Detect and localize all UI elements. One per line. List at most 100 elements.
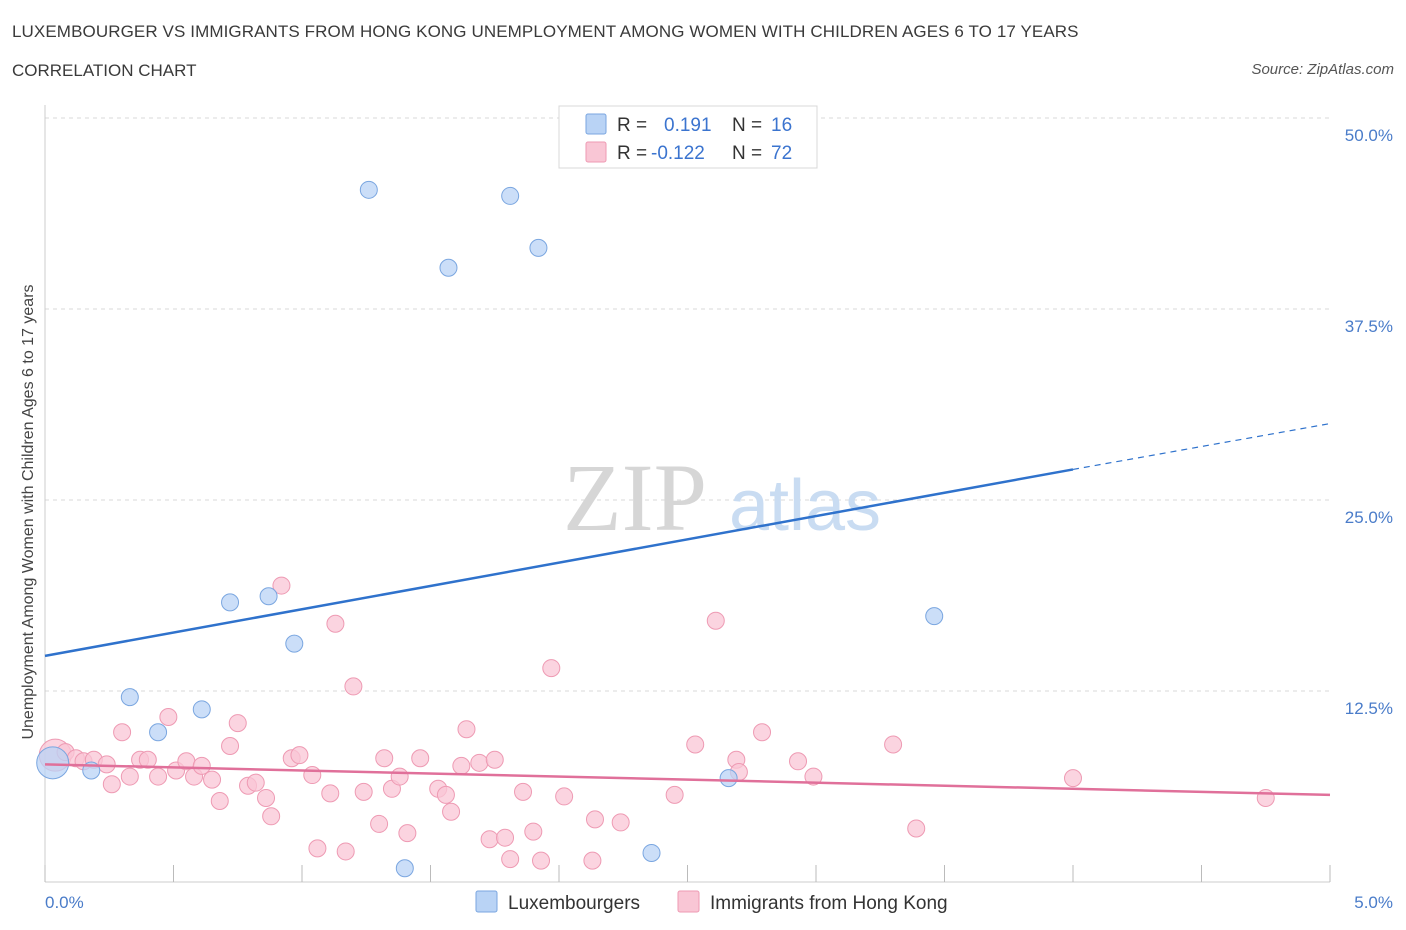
hongkong-point [480,830,499,849]
points-layer [36,180,1275,878]
hongkong-point [485,750,504,769]
hongkong-point [496,828,515,847]
hongkong-point [585,810,604,829]
hongkong-point [344,677,363,696]
hongkong-point [336,842,355,861]
luxembourger-point [529,238,548,257]
legend-label-hongkong: Immigrants from Hong Kong [710,893,948,914]
hongkong-point [375,749,394,768]
hongkong-point [804,767,823,786]
source-credit: Source: ZipAtlas.com [1251,61,1394,78]
stats-r-label-2: R = [617,143,647,164]
legend-label-luxembourgers: Luxembourgers [508,893,640,914]
hongkong-point [221,737,240,756]
hongkong-point [501,850,520,869]
hongkong-point [354,782,373,801]
hongkong-point [97,755,116,774]
y-tick-label: 37.5% [1345,317,1393,336]
legend-swatch-luxembourgers [475,890,498,913]
legend-swatch-hongkong [677,890,700,913]
luxembourger-point [192,700,211,719]
hongkong-point [398,824,417,843]
luxembourger-point [36,746,70,780]
hongkong-point [611,813,630,832]
hongkong-point [290,746,309,765]
hongkong-point [246,773,265,792]
hongkong-point [192,756,211,775]
y-axis-label: Unemployment Among Women with Children A… [20,284,37,739]
hongkong-point [303,766,322,785]
luxembourger-point [285,634,304,653]
luxembourger-point [501,186,520,205]
hongkong-point [120,767,139,786]
luxembourger-point [439,258,458,277]
hongkong-point [753,723,772,742]
luxembourger-point [149,723,168,742]
hongkong-point [583,851,602,870]
hongkong-point [262,807,281,826]
hongkong-point [532,851,551,870]
hongkong-point [308,839,327,858]
hongkong-point [514,782,533,801]
watermark-zip: ZIP [563,444,707,551]
stats-n-label-1: N = [732,115,762,136]
hongkong-point [436,785,455,804]
stats-r-value-2: -0.122 [651,143,705,164]
hongkong-point [457,720,476,739]
hongkong-point [1064,769,1082,788]
hongkong-point [138,750,157,769]
hongkong-point [321,784,340,803]
series-legend: Luxembourgers Immigrants from Hong Kong [475,890,948,914]
hongkong-point [272,576,291,595]
trend-layer [44,423,1331,797]
hongkong-point [228,714,247,733]
hongkong-point [102,775,121,794]
stats-legend: R = 0.191 N = 16 R = -0.122 N = 72 [558,105,818,169]
stats-legend-swatch-hongkong [585,141,607,163]
luxembourger-point [259,587,278,606]
watermark-atlas: atlas [729,466,881,546]
hongkong-point [555,787,574,806]
luxembourger-point [719,769,738,788]
y-tick-label: 50.0% [1345,126,1393,145]
hongkong-point [442,802,461,821]
luxembourger-point [221,593,240,612]
hongkong-point [452,756,471,775]
hongkong-point [370,814,389,833]
hongkong-point [159,707,178,726]
hongkong-point [665,785,684,804]
hongkong-point [257,788,276,807]
hongkong-point [326,614,345,633]
hongkong-point [907,819,926,838]
y-tick-label: 12.5% [1345,699,1393,718]
hongkong-point [789,752,808,771]
hongkong-point [706,611,725,630]
hongkong-point [149,767,168,786]
hongkong-point [390,767,409,786]
axis-layer: Unemployment Among Women with Children A… [20,105,1393,912]
hongkong-point [686,735,705,754]
luxembourger-point [120,688,139,707]
chart-title: LUXEMBOURGER VS IMMIGRANTS FROM HONG KON… [12,22,1079,41]
stats-r-label-1: R = [617,115,647,136]
chart-subtitle: CORRELATION CHART [12,61,197,80]
x-tick-label: 0.0% [45,893,84,912]
y-tick-label: 25.0% [1345,508,1393,527]
luxembourger-point [642,843,661,862]
hongkong-point [524,822,543,841]
stats-r-value-1: 0.191 [664,115,712,136]
hongkong-point [411,749,430,768]
hongkong-point [113,723,132,742]
hongkong-point [470,753,489,772]
hongkong-point [542,659,561,678]
luxembourger-point [359,180,378,199]
hongkong-trend-line [44,763,1331,797]
luxembourger-point [925,607,944,626]
luxembourger-trend-line [44,468,1074,658]
stats-n-value-1: 16 [771,115,792,136]
x-tick-label: 5.0% [1354,893,1393,912]
luxembourger-point [395,859,414,878]
stats-n-value-2: 72 [771,143,792,164]
stats-legend-swatch-luxembourgers [585,113,607,135]
